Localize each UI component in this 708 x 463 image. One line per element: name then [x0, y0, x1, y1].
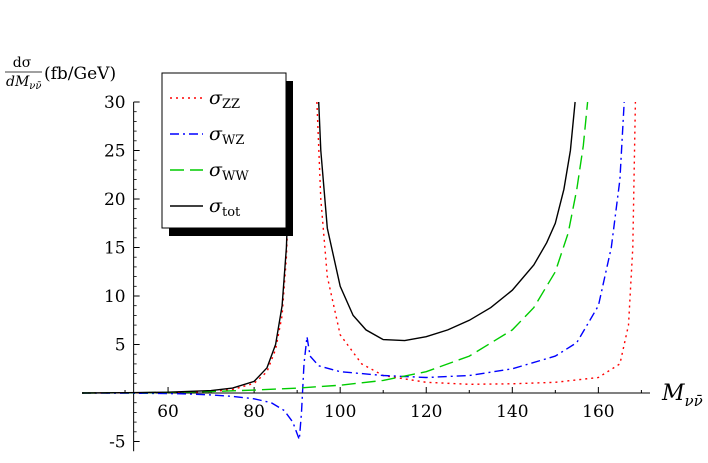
x-tick-label-160: 160 [582, 402, 614, 422]
y-axis-label-denominator: dMνν̄ [6, 74, 41, 92]
y-tick-label-10: 10 [104, 287, 126, 307]
y-axis-label: dσ dMνν̄ (fb/GeV) [5, 55, 116, 92]
y-tick-label-5: 5 [115, 336, 126, 356]
legend-label-wz: σWZ [209, 123, 244, 148]
legend-box [161, 72, 287, 229]
series-line-wz [81, 101, 625, 440]
legend: σZZ σWZ σWW σtot [161, 72, 293, 236]
series-lines [81, 101, 637, 440]
legend-label-zz: σZZ [209, 87, 240, 112]
series-line-ww [81, 101, 589, 394]
y-tick-label--5: -5 [109, 433, 126, 453]
y-axis-label-unit: (fb/GeV) [44, 64, 116, 84]
y-tick-label-25: 25 [104, 142, 126, 162]
x-tick-label-100: 100 [324, 402, 356, 422]
x-tick-label-120: 120 [410, 402, 442, 422]
y-tick-label-15: 15 [104, 239, 126, 259]
series-line-tot [81, 101, 576, 394]
y-tick-label-30: 30 [104, 93, 126, 113]
ticks: 60 80 100 120 140 160 -5 5 10 15 20 25 30 [104, 93, 642, 453]
x-tick-label-80: 80 [243, 402, 265, 422]
y-axis-label-numerator: dσ [13, 55, 32, 71]
x-axis-label: Mνν̄ [661, 381, 703, 410]
legend-label-tot: σtot [209, 195, 241, 220]
x-tick-label-60: 60 [157, 402, 179, 422]
x-tick-label-140: 140 [496, 402, 528, 422]
y-tick-label-20: 20 [104, 190, 126, 210]
legend-label-ww: σWW [209, 159, 249, 184]
